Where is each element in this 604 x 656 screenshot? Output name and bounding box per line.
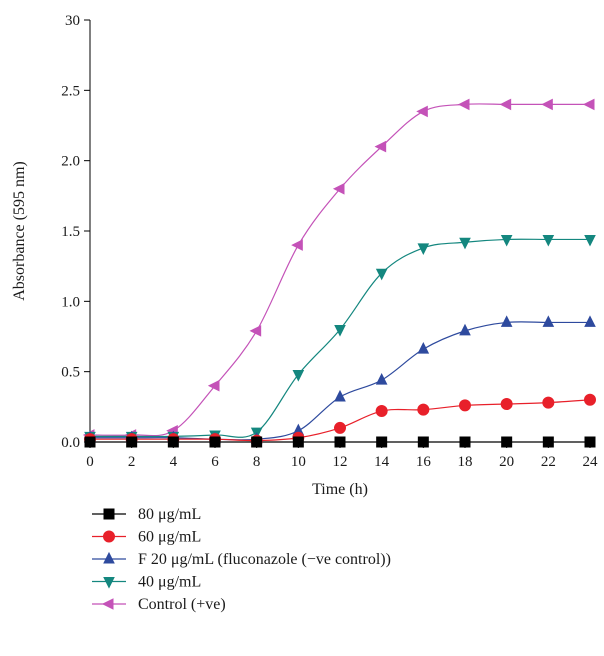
legend-item: 80 μg/mL — [92, 506, 201, 523]
legend-marker — [103, 551, 115, 564]
data-point-3 — [334, 324, 346, 337]
data-point-4 — [541, 98, 553, 111]
data-point-1 — [334, 421, 346, 434]
y-tick-label: 1.5 — [61, 224, 80, 240]
legend-marker — [103, 508, 115, 520]
x-tick-label: 6 — [211, 454, 219, 470]
data-point-0 — [334, 436, 346, 448]
legend-label: 60 μg/mL — [138, 529, 201, 546]
data-point-2 — [417, 342, 430, 354]
data-point-0 — [126, 436, 138, 448]
data-point-0 — [542, 436, 554, 448]
series-line-4 — [89, 103, 590, 437]
data-point-0 — [584, 436, 596, 448]
x-tick-label: 0 — [86, 454, 94, 470]
legend-label: F 20 μg/mL (fluconazole (−ve control)) — [138, 551, 391, 568]
y-tick-label: 0.0 — [61, 435, 80, 451]
y-tick-label: 2.5 — [61, 83, 80, 99]
data-point-4 — [416, 105, 428, 118]
legend-item: 40 μg/mL — [92, 574, 201, 591]
data-point-4 — [249, 325, 262, 337]
data-point-3 — [584, 234, 596, 247]
y-tick-label: 30 — [65, 13, 80, 29]
data-point-0 — [209, 436, 221, 448]
data-point-2 — [542, 315, 555, 327]
data-point-0 — [501, 436, 513, 448]
x-tick-label: 2 — [128, 454, 136, 470]
data-point-3 — [375, 268, 388, 281]
data-point-1 — [459, 399, 471, 412]
data-point-0 — [376, 436, 388, 448]
data-point-1 — [584, 393, 596, 406]
x-tick-label: 10 — [291, 454, 306, 470]
data-point-0 — [459, 436, 471, 448]
data-point-3 — [292, 369, 305, 382]
legend-label: 40 μg/mL — [138, 574, 201, 591]
data-point-4 — [457, 98, 470, 111]
data-point-1 — [375, 405, 388, 418]
data-point-2 — [459, 323, 471, 336]
x-tick-label: 22 — [541, 454, 556, 470]
data-point-4 — [499, 98, 512, 111]
data-point-1 — [500, 398, 513, 411]
data-point-4 — [332, 182, 345, 195]
legend-item: Control (+ve) — [92, 596, 226, 613]
legend-item: 60 μg/mL — [92, 529, 201, 546]
data-point-0 — [417, 436, 429, 448]
data-point-0 — [292, 436, 304, 448]
legend-marker — [103, 530, 115, 543]
data-point-4 — [582, 98, 595, 111]
x-axis-title: Time (h) — [312, 481, 368, 498]
legend: 80 μg/mL 60 μg/mL F 20 μg/mL (fluconazole … — [92, 506, 391, 613]
data-point-0 — [251, 436, 263, 448]
data-point-3 — [500, 234, 513, 247]
data-point-4 — [207, 379, 220, 392]
legend-marker — [101, 598, 114, 610]
data-point-4 — [374, 140, 387, 153]
data-point-2 — [375, 372, 388, 385]
x-tick-label: 20 — [499, 454, 514, 470]
legend-label: 80 μg/mL — [138, 506, 201, 523]
x-tick-label: 8 — [253, 454, 261, 470]
data-point-2 — [334, 389, 346, 402]
data-point-4 — [291, 239, 303, 251]
x-tick-label: 14 — [374, 454, 390, 470]
data-point-1 — [542, 396, 555, 409]
y-tick-label: 1.0 — [61, 294, 80, 310]
series-markers — [82, 98, 596, 448]
data-point-0 — [84, 436, 96, 448]
y-axis-title: Absorbance (595 nm) — [11, 161, 28, 301]
data-point-3 — [542, 234, 555, 247]
series-line-3 — [90, 238, 590, 438]
y-tick-label: 2.0 — [61, 154, 80, 170]
legend-item: F 20 μg/mL (fluconazole (−ve control)) — [92, 551, 391, 568]
x-tick-label: 16 — [416, 454, 432, 470]
legend-marker — [103, 577, 115, 589]
data-point-1 — [417, 403, 430, 416]
data-point-2 — [500, 315, 513, 327]
data-point-2 — [584, 315, 596, 327]
plot-area: 0.00.51.01.52.02.530 0 2 4 6 8 10 12 14 16 18 20 22… — [61, 13, 598, 470]
y-tick-label: 0.5 — [61, 365, 80, 381]
x-tick-label: 4 — [170, 454, 178, 470]
x-tick-label: 18 — [458, 454, 473, 470]
data-point-0 — [167, 436, 179, 448]
x-tick-label: 12 — [333, 454, 348, 470]
data-point-3 — [417, 243, 430, 255]
y-ticks: 0.0 0.5 1.0 1.5 2.0 2.5 30 — [61, 13, 90, 451]
legend-label: Control (+ve) — [138, 596, 226, 613]
x-tick-label: 24 — [583, 454, 599, 470]
data-point-3 — [459, 237, 471, 250]
